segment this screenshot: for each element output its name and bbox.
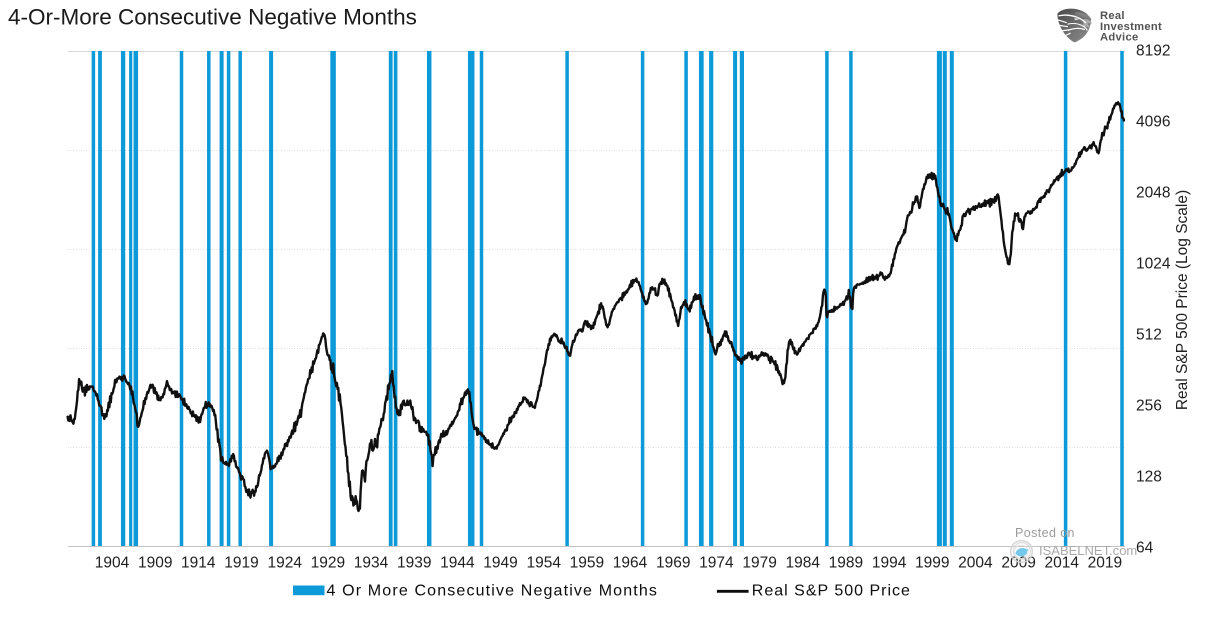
svg-text:1984: 1984 (785, 555, 820, 572)
svg-text:512: 512 (1136, 327, 1162, 344)
svg-text:Posted on: Posted on (1015, 526, 1075, 540)
svg-text:1914: 1914 (181, 555, 216, 572)
svg-text:1969: 1969 (656, 555, 690, 572)
svg-text:1919: 1919 (224, 555, 258, 572)
svg-text:1974: 1974 (699, 555, 734, 572)
svg-text:4 Or More Consecutive Negative: 4 Or More Consecutive Negative Months (327, 583, 659, 600)
svg-text:1934: 1934 (354, 555, 389, 572)
svg-text:1904: 1904 (95, 555, 130, 572)
svg-text:1964: 1964 (613, 555, 648, 572)
svg-text:Real: Real (1100, 10, 1125, 22)
svg-text:128: 128 (1136, 469, 1162, 486)
svg-text:1024: 1024 (1136, 256, 1171, 273)
svg-text:Real S&P 500 Price: Real S&P 500 Price (752, 583, 911, 600)
svg-text:1954: 1954 (526, 555, 561, 572)
svg-text:1929: 1929 (311, 555, 345, 572)
svg-text:256: 256 (1136, 398, 1162, 415)
svg-text:1994: 1994 (872, 555, 907, 572)
svg-text:1944: 1944 (440, 555, 475, 572)
svg-text:2019: 2019 (1088, 555, 1122, 572)
svg-text:1909: 1909 (138, 555, 172, 572)
svg-text:8192: 8192 (1136, 43, 1170, 60)
svg-text:Real S&P 500 Price (Log Scale): Real S&P 500 Price (Log Scale) (1174, 190, 1191, 410)
svg-text:4-Or-More Consecutive Negative: 4-Or-More Consecutive Negative Months (8, 4, 417, 29)
svg-text:2048: 2048 (1136, 185, 1170, 202)
svg-text:4096: 4096 (1136, 114, 1170, 131)
svg-text:ISABELNET.com: ISABELNET.com (1039, 543, 1137, 558)
svg-text:Investment: Investment (1100, 21, 1162, 33)
svg-text:1989: 1989 (829, 555, 863, 572)
svg-text:1959: 1959 (570, 555, 604, 572)
svg-text:2009: 2009 (1001, 555, 1035, 572)
svg-text:2004: 2004 (958, 555, 993, 572)
svg-text:1939: 1939 (397, 555, 431, 572)
svg-text:1949: 1949 (483, 555, 517, 572)
svg-text:64: 64 (1136, 540, 1154, 557)
svg-text:Advice: Advice (1100, 31, 1139, 43)
svg-text:2014: 2014 (1044, 555, 1079, 572)
svg-text:1924: 1924 (267, 555, 302, 572)
svg-text:1979: 1979 (742, 555, 776, 572)
svg-text:1999: 1999 (915, 555, 949, 572)
